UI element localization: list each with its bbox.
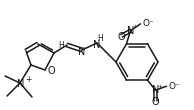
Text: +: +: [25, 74, 31, 83]
Text: +: +: [157, 84, 162, 89]
Text: O⁻: O⁻: [143, 19, 154, 28]
Text: +: +: [132, 24, 137, 29]
Text: O: O: [152, 97, 159, 107]
Text: H: H: [97, 34, 103, 42]
Text: N: N: [78, 47, 86, 57]
Text: N: N: [17, 79, 25, 89]
Text: N: N: [127, 26, 134, 36]
Text: O: O: [48, 66, 56, 76]
Text: N: N: [152, 85, 159, 95]
Text: H: H: [58, 40, 64, 50]
Text: O: O: [118, 32, 125, 42]
Text: N: N: [93, 40, 101, 50]
Text: O⁻: O⁻: [169, 82, 180, 91]
